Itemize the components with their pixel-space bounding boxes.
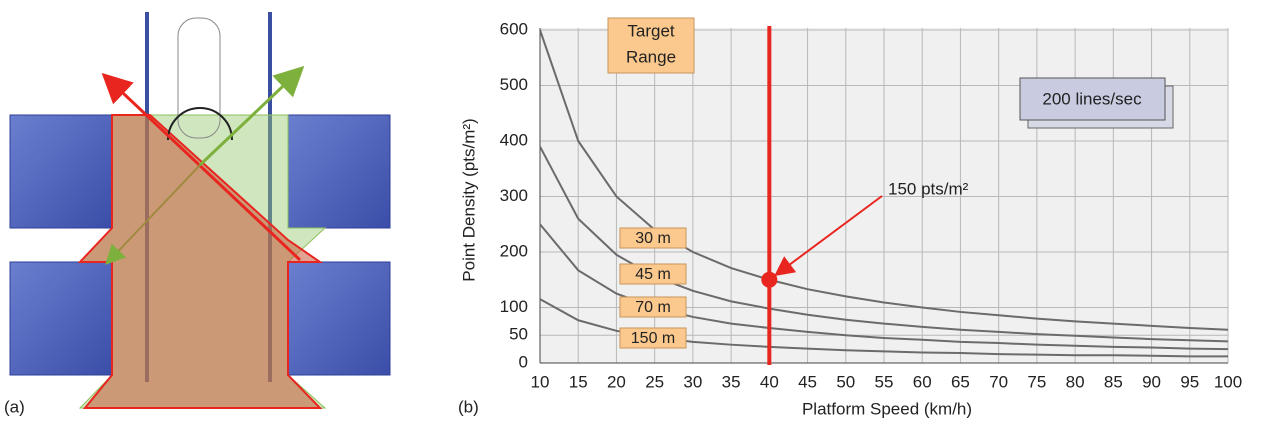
x-tick-label: 50 [836, 372, 855, 391]
y-tick-label: 200 [500, 241, 528, 260]
car [177, 17, 221, 139]
x-tick-label: 100 [1214, 372, 1242, 391]
panel-label: (b) [458, 397, 479, 416]
block [9, 114, 113, 229]
annotation: Range [626, 47, 676, 66]
series-label: 150 m [631, 330, 675, 347]
y-tick-label: 600 [500, 19, 528, 38]
x-tick-label: 40 [760, 372, 779, 391]
callout-arrow [774, 195, 883, 277]
x-tick-label: 70 [989, 372, 1008, 391]
annotation: 200 lines/sec [1042, 89, 1142, 108]
x-tick-label: 65 [951, 372, 970, 391]
x-tick-label: 60 [913, 372, 932, 391]
series-label-box [619, 263, 687, 285]
y-tick-label: 400 [500, 130, 528, 149]
x-tick-label: 85 [1104, 372, 1123, 391]
y-tick-label: 300 [500, 186, 528, 205]
annotation-box [607, 17, 695, 74]
x-tick-label: 55 [875, 372, 894, 391]
x-tick-label: 30 [683, 372, 702, 391]
block [9, 261, 113, 376]
block [287, 261, 391, 376]
annotation-box [1019, 77, 1166, 121]
panel-label: (a) [4, 397, 25, 416]
y-tick-label: 50 [509, 325, 528, 344]
x-axis-label: Platform Speed (km/h) [802, 399, 972, 418]
series-label: 30 m [635, 230, 671, 247]
annotation: 150 pts/m² [888, 179, 969, 198]
annotation: Target [627, 21, 675, 40]
y-axis-label: Point Density (pts/m²) [459, 118, 478, 281]
x-tick-label: 45 [798, 372, 817, 391]
x-tick-label: 20 [607, 372, 626, 391]
x-tick-label: 95 [1180, 372, 1199, 391]
scan-arrow [101, 72, 302, 262]
scan-arrow [198, 65, 305, 167]
x-tick-label: 35 [722, 372, 741, 391]
x-tick-label: 75 [1027, 372, 1046, 391]
y-tick-label: 0 [519, 352, 528, 371]
x-tick-label: 15 [569, 372, 588, 391]
series-label-box [619, 327, 687, 349]
y-tick-label: 100 [500, 297, 528, 316]
x-tick-label: 90 [1142, 372, 1161, 391]
x-tick-label: 80 [1066, 372, 1085, 391]
diagram: (a) [4, 12, 391, 416]
y-tick-label: 500 [500, 75, 528, 94]
block [287, 114, 391, 229]
x-tick-label: 10 [531, 372, 550, 391]
series-label: 70 m [635, 299, 671, 316]
series-label-box [619, 227, 687, 249]
series-label-box [619, 296, 687, 318]
x-tick-label: 25 [645, 372, 664, 391]
marker [761, 271, 778, 288]
red-footprint [77, 114, 324, 409]
scan-arc [167, 107, 233, 141]
series-label: 45 m [635, 266, 671, 283]
scan-arrow [105, 164, 201, 265]
